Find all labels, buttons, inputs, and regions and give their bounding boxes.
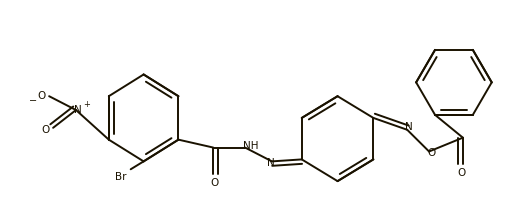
- Text: O: O: [41, 125, 49, 135]
- Text: O: O: [458, 168, 466, 178]
- Text: N: N: [267, 158, 275, 168]
- Text: O: O: [210, 178, 218, 188]
- Text: −: −: [29, 96, 37, 106]
- Text: O: O: [37, 91, 45, 101]
- Text: NH: NH: [243, 141, 259, 151]
- Text: Br: Br: [115, 172, 127, 182]
- Text: N: N: [405, 122, 413, 132]
- Text: N: N: [74, 105, 82, 115]
- Text: O: O: [427, 149, 435, 158]
- Text: +: +: [83, 100, 90, 109]
